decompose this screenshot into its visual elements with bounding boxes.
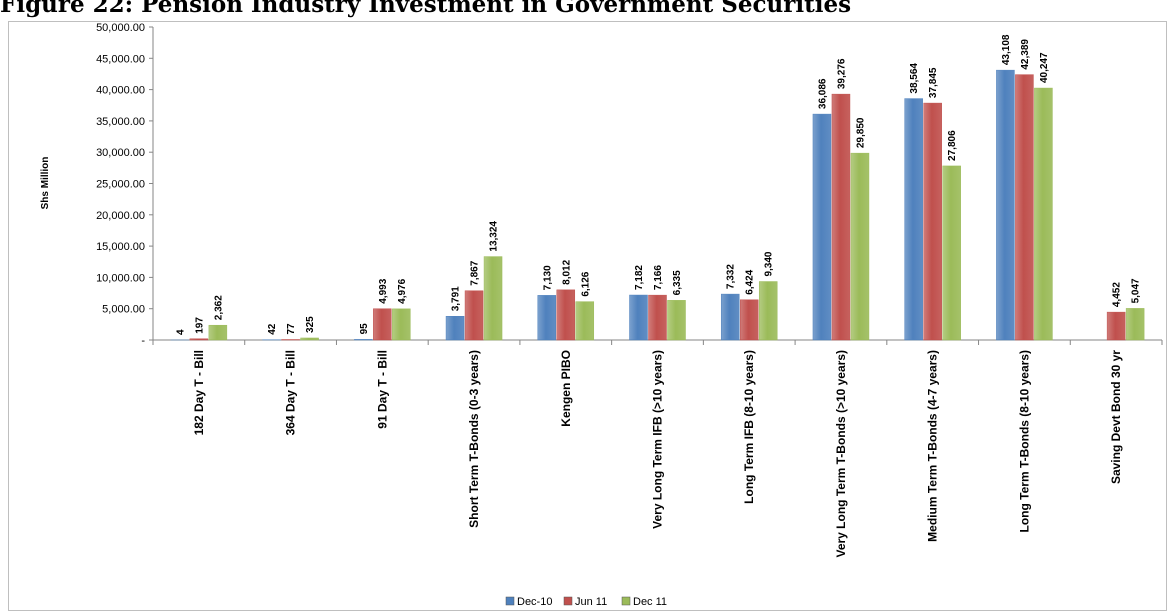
data-label: 4,993 (378, 278, 389, 303)
category-label: Short Term T-Bonds (0-3 years) (467, 350, 481, 528)
data-label: 4,452 (1112, 282, 1123, 307)
bar (629, 294, 648, 341)
bar (300, 337, 319, 341)
category-labels: 182 Day T - Bill 364 Day T - Bill 91 Day T… (192, 350, 1123, 558)
y-tick-label: 25,000.00 (96, 179, 145, 191)
bar (667, 300, 686, 341)
bar (942, 165, 961, 341)
legend-swatch (563, 596, 573, 606)
bar (720, 293, 740, 341)
data-label: 13,324 (489, 221, 500, 252)
y-tick-label: 45,000.00 (96, 53, 145, 65)
bar (758, 281, 778, 341)
bar (556, 289, 576, 341)
bar (739, 299, 759, 341)
data-label: 197 (194, 317, 205, 334)
data-label: 7,332 (726, 264, 737, 289)
bar (464, 290, 484, 341)
y-tick-label: 35,000.00 (96, 116, 145, 128)
data-label: 2,362 (213, 295, 224, 320)
bar (1125, 308, 1145, 341)
data-label: 39,276 (836, 58, 847, 89)
data-label: 38,564 (909, 63, 920, 94)
bar (1034, 87, 1053, 341)
category-label: Saving Devt Bond 30 yr (1109, 350, 1123, 484)
bar (208, 324, 228, 341)
data-label: 7,867 (470, 260, 481, 285)
category-label: 182 Day T - Bill (192, 350, 206, 435)
y-tick-label: 30,000.00 (96, 147, 145, 159)
data-label: 6,335 (672, 270, 683, 295)
bar (648, 294, 667, 341)
y-tick-label: - (141, 335, 145, 347)
bar (575, 301, 595, 341)
bar (996, 69, 1015, 341)
data-label: 9,340 (764, 251, 775, 276)
data-label: 42 (267, 323, 278, 335)
category-label: Medium Term T-Bonds (4-7 years) (926, 350, 940, 542)
data-label: 95 (359, 323, 370, 335)
bar (392, 308, 411, 341)
category-label: Kengen PIBO (559, 350, 573, 427)
bar (904, 98, 923, 341)
legend-label: Dec-10 (517, 596, 552, 608)
category-label: Very Long Term T-Bonds (>10 years) (834, 350, 848, 558)
y-tick-label: 40,000.00 (96, 85, 145, 97)
legend-swatch (621, 596, 631, 606)
data-label: 3,791 (451, 286, 462, 311)
data-label: 6,126 (580, 271, 591, 296)
y-tick-label: 10,000.00 (96, 272, 145, 284)
bar (373, 308, 392, 341)
category-label: Very Long Term IFB (>10 years) (651, 350, 665, 529)
y-tick-label: 5,000.00 (102, 304, 145, 316)
category-label: 364 Day T - Bill (284, 350, 298, 435)
bar (812, 113, 832, 341)
bar (1106, 311, 1126, 341)
bars (170, 69, 1145, 341)
legend-label: Dec 11 (633, 596, 667, 608)
bar (923, 102, 942, 341)
y-tick-label: 50,000.00 (96, 22, 145, 34)
data-label: 325 (305, 316, 316, 333)
bar (445, 316, 465, 341)
data-labels: 4 197 2,362 42 77 325 95 4,993 4,976 3,791 7,867 13… (175, 34, 1141, 335)
data-label: 40,247 (1039, 52, 1050, 83)
category-label: 91 Day T - Bill (375, 350, 389, 429)
bar (537, 295, 557, 341)
bar (354, 339, 373, 341)
bar (189, 338, 209, 341)
figure-title: Figure 22: Pension Industry Investment i… (0, 0, 852, 18)
legend-label: Jun 11 (575, 596, 607, 608)
bar (850, 152, 870, 341)
data-label: 36,086 (817, 78, 828, 109)
data-label: 5,047 (1131, 278, 1142, 303)
data-label: 4 (175, 329, 186, 335)
data-label: 7,130 (542, 265, 553, 290)
y-tick-label: 20,000.00 (96, 210, 145, 222)
data-label: 8,012 (561, 259, 572, 284)
data-label: 42,389 (1020, 39, 1031, 70)
data-label: 27,806 (947, 130, 958, 161)
legend: Dec-10 Jun 11 Dec 11 (505, 596, 667, 608)
data-label: 29,850 (855, 117, 866, 148)
legend-swatch (505, 596, 515, 606)
data-label: 7,166 (653, 265, 664, 290)
bar (1015, 74, 1034, 341)
y-axis-title: Shs Million (40, 157, 51, 210)
data-label: 4,976 (397, 278, 408, 303)
category-label: Long Term IFB (8-10 years) (742, 350, 756, 504)
data-label: 6,424 (745, 269, 756, 294)
category-label: Long Term T-Bonds (8-10 years) (1017, 350, 1031, 532)
bar (831, 93, 851, 341)
bar (483, 256, 503, 341)
y-tick-label: 15,000.00 (96, 241, 145, 253)
data-label: 43,108 (1001, 34, 1012, 65)
y-axis-ticks: - 5,000.00 10,000.00 15,000.00 20,000.00 25,0… (96, 22, 153, 347)
data-label: 7,182 (634, 265, 645, 290)
data-label: 37,845 (928, 67, 939, 98)
data-label: 77 (286, 323, 297, 335)
